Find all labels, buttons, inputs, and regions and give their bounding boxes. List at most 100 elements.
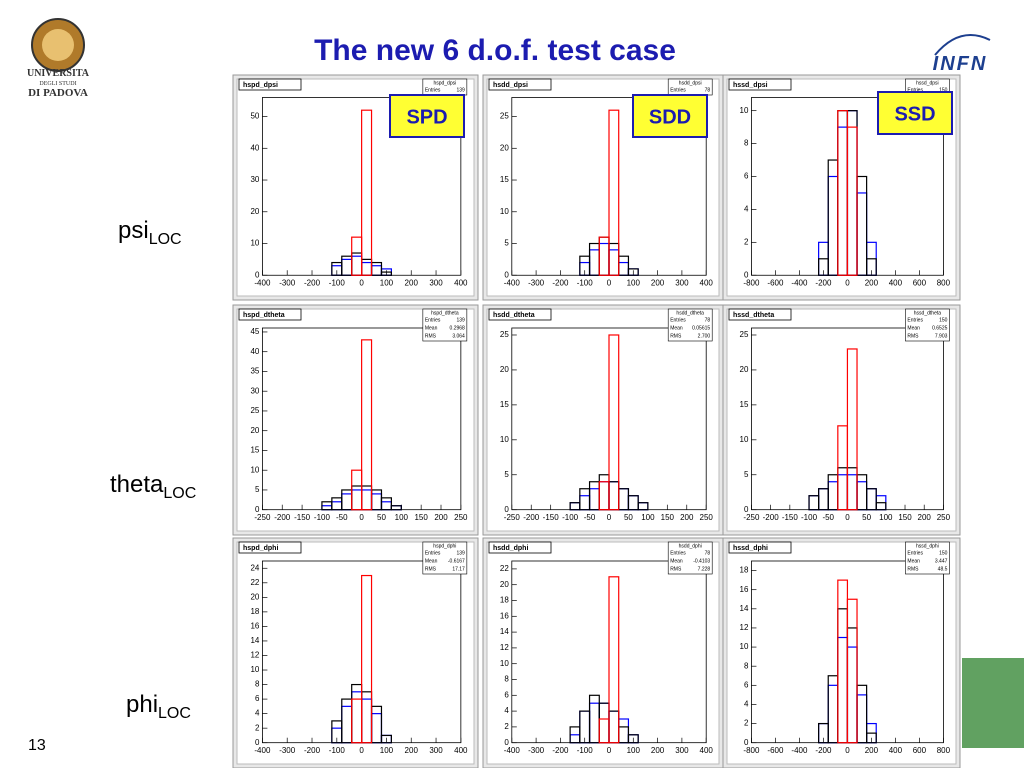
- y-tick-label: 50: [250, 112, 259, 121]
- histogram-panel: 0 5 10 15 20 25 30 35 40 45 -250 -200 -150 -100 -50 0 50…: [232, 304, 479, 536]
- x-tick-label: 200: [680, 513, 694, 522]
- y-tick-label: 8: [744, 139, 749, 148]
- stats-key: RMS: [425, 566, 437, 572]
- x-tick-label: 100: [879, 513, 893, 522]
- hist-title-box: [488, 308, 552, 321]
- stats-key: Entries: [425, 87, 441, 93]
- stats-key: Mean: [907, 325, 920, 331]
- stats-value: 0.2968: [450, 325, 466, 331]
- x-tick-label: -600: [767, 278, 784, 287]
- stats-key: RMS: [907, 566, 919, 572]
- stats-title: hspd_dtheta: [431, 310, 459, 316]
- y-tick-label: 10: [250, 665, 259, 674]
- hist-title: hsdd_dtheta: [493, 312, 535, 319]
- stats-key: RMS: [425, 333, 437, 339]
- x-tick-label: 200: [434, 513, 448, 522]
- y-tick-label: 8: [255, 680, 260, 689]
- stats-value: 2.700: [698, 333, 711, 339]
- stats-box: [422, 308, 468, 342]
- stats-key: RMS: [907, 333, 919, 339]
- x-tick-label: -200: [274, 513, 291, 522]
- x-tick-label: 0: [845, 746, 850, 755]
- y-tick-label: 5: [504, 470, 509, 479]
- y-tick-label: 25: [500, 330, 509, 339]
- histogram-bin: [380, 734, 392, 744]
- stats-title: hspd_dpsi: [433, 80, 456, 86]
- x-tick-label: -200: [552, 278, 569, 287]
- x-tick-label: -400: [254, 278, 271, 287]
- histogram-bin: [390, 505, 402, 511]
- y-tick-label: 16: [500, 611, 509, 620]
- x-tick-label: -250: [743, 513, 760, 522]
- hist-title: hspd_dphi: [243, 545, 278, 552]
- y-tick-label: 8: [744, 661, 749, 670]
- stats-value: 150: [939, 550, 948, 556]
- y-tick-label: 10: [740, 106, 749, 115]
- y-tick-label: 0: [504, 270, 509, 279]
- y-tick-label: 14: [250, 636, 259, 645]
- y-tick-label: 10: [500, 659, 509, 668]
- stats-value: 3.064: [452, 333, 465, 339]
- x-tick-label: 400: [700, 278, 714, 287]
- y-tick-label: 4: [504, 706, 509, 715]
- y-tick-label: 30: [250, 175, 259, 184]
- x-tick-label: -250: [504, 513, 521, 522]
- stats-value: 0.6525: [932, 325, 948, 331]
- x-tick-label: -200: [523, 513, 540, 522]
- y-tick-label: 20: [500, 580, 509, 589]
- x-tick-label: -200: [304, 746, 321, 755]
- x-tick-label: 0: [607, 513, 612, 522]
- hist-title-box: [728, 308, 792, 321]
- y-tick-label: 15: [740, 400, 749, 409]
- y-tick-label: 2: [744, 237, 749, 246]
- y-tick-label: 0: [504, 505, 509, 514]
- x-tick-label: 600: [913, 746, 927, 755]
- y-tick-label: 20: [500, 143, 509, 152]
- detector-label: SDD: [649, 106, 691, 128]
- y-tick-label: 0: [255, 270, 260, 279]
- y-tick-label: 12: [250, 651, 259, 660]
- x-tick-label: 200: [405, 278, 419, 287]
- x-tick-label: 300: [675, 746, 689, 755]
- x-tick-label: -150: [782, 513, 799, 522]
- y-tick-label: 0: [504, 738, 509, 747]
- hist-title: hssd_dphi: [733, 545, 768, 552]
- stats-box: [905, 541, 950, 575]
- y-tick-label: 10: [250, 239, 259, 248]
- x-tick-label: -600: [767, 746, 784, 755]
- histogram-bin: [361, 339, 373, 511]
- logo-text: DEGLI STUDI: [39, 81, 76, 87]
- stats-title: hssd_dphi: [916, 543, 939, 549]
- y-tick-label: 15: [250, 446, 259, 455]
- x-tick-label: -50: [584, 513, 596, 522]
- stats-value: 3.447: [935, 558, 948, 564]
- hist-title-box: [238, 78, 302, 91]
- x-tick-label: 0: [607, 746, 612, 755]
- y-tick-label: 10: [250, 465, 259, 474]
- x-tick-label: -400: [791, 746, 808, 755]
- hist-title-box: [238, 541, 302, 554]
- stats-title: hsdd_dtheta: [676, 310, 704, 316]
- y-tick-label: 2: [255, 723, 260, 732]
- stats-value: 139: [457, 550, 466, 556]
- x-tick-label: -250: [254, 513, 271, 522]
- stats-key: Mean: [670, 558, 683, 564]
- infn-arc: [934, 34, 991, 56]
- stats-box: [667, 541, 713, 575]
- histogram-panel: 0 5 10 15 20 25 -250 -200 -150 -100 -50 0 50 100 150 20…: [722, 304, 961, 536]
- row-label-base: theta: [110, 471, 164, 498]
- y-tick-label: 25: [500, 112, 509, 121]
- x-tick-label: -400: [254, 746, 271, 755]
- stats-value: -0.6167: [448, 558, 465, 564]
- hist-title: hspd_dpsi: [243, 82, 278, 89]
- x-tick-label: 400: [454, 278, 468, 287]
- x-tick-label: -100: [577, 746, 594, 755]
- x-tick-label: -300: [279, 278, 296, 287]
- x-tick-label: -100: [577, 278, 594, 287]
- y-tick-label: 16: [250, 622, 259, 631]
- row-label-sub: LOC: [149, 231, 182, 248]
- x-tick-label: 400: [454, 746, 468, 755]
- x-tick-label: 200: [865, 746, 879, 755]
